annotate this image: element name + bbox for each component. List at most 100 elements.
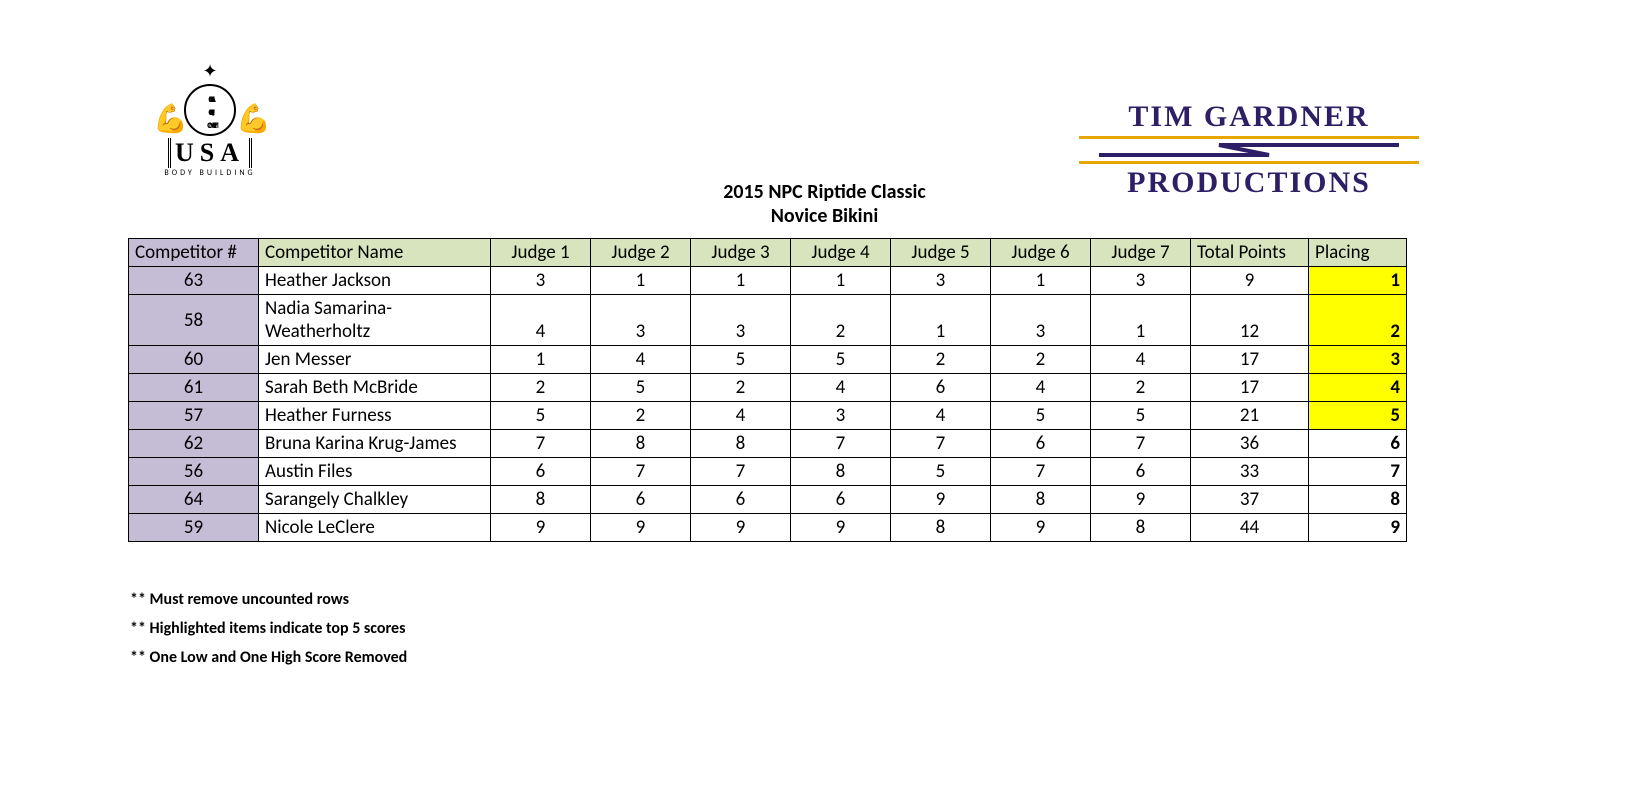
cell-competitor-num: 62 (129, 430, 259, 458)
cell-judge-score: 9 (491, 514, 591, 542)
cell-judge-score: 3 (791, 402, 891, 430)
cell-judge-score: 9 (791, 514, 891, 542)
cell-judge-score: 2 (591, 402, 691, 430)
cell-placing: 3 (1309, 346, 1407, 374)
cell-judge-score: 9 (1091, 486, 1191, 514)
cell-placing: 5 (1309, 402, 1407, 430)
cell-competitor-num: 63 (129, 267, 259, 295)
cell-judge-score: 8 (791, 458, 891, 486)
cell-placing: 1 (1309, 267, 1407, 295)
cell-judge-score: 3 (991, 295, 1091, 346)
cell-competitor-num: 57 (129, 402, 259, 430)
cell-judge-score: 1 (591, 267, 691, 295)
npc-usa-logo: ✦ 💪NATIONALPHYSIQUECOMMITTEE💪 USA BODY B… (130, 60, 290, 178)
cell-judge-score: 4 (591, 346, 691, 374)
cell-judge-score: 7 (1091, 430, 1191, 458)
col-competitor-name: Competitor Name (259, 239, 491, 267)
footnotes: ** Must remove uncounted rows ** Highlig… (130, 590, 407, 677)
cell-competitor-num: 56 (129, 458, 259, 486)
cell-judge-score: 8 (591, 430, 691, 458)
cell-total-points: 21 (1191, 402, 1309, 430)
cell-judge-score: 8 (1091, 514, 1191, 542)
cell-judge-score: 1 (791, 267, 891, 295)
cell-judge-score: 3 (691, 295, 791, 346)
cell-judge-score: 4 (791, 374, 891, 402)
cell-total-points: 36 (1191, 430, 1309, 458)
cell-judge-score: 6 (491, 458, 591, 486)
cell-competitor-name: Sarangely Chalkley (259, 486, 491, 514)
cell-judge-score: 1 (491, 346, 591, 374)
cell-competitor-num: 59 (129, 514, 259, 542)
cell-total-points: 33 (1191, 458, 1309, 486)
table-header-row: Competitor # Competitor Name Judge 1 Jud… (129, 239, 1407, 267)
cell-judge-score: 9 (591, 514, 691, 542)
cell-judge-score: 3 (891, 267, 991, 295)
cell-competitor-num: 64 (129, 486, 259, 514)
cell-competitor-name: Sarah Beth McBride (259, 374, 491, 402)
cell-competitor-num: 60 (129, 346, 259, 374)
cell-judge-score: 2 (791, 295, 891, 346)
cell-placing: 4 (1309, 374, 1407, 402)
cell-judge-score: 5 (591, 374, 691, 402)
cell-judge-score: 9 (691, 514, 791, 542)
table-row: 62Bruna Karina Krug-James7887767366 (129, 430, 1407, 458)
table-row: 59Nicole LeClere9999898449 (129, 514, 1407, 542)
cell-judge-score: 4 (491, 295, 591, 346)
col-placing: Placing (1309, 239, 1407, 267)
cell-competitor-name: Nicole LeClere (259, 514, 491, 542)
cell-judge-score: 8 (691, 430, 791, 458)
table-row: 63Heather Jackson311131391 (129, 267, 1407, 295)
cell-judge-score: 7 (991, 458, 1091, 486)
table-row: 64Sarangely Chalkley8666989378 (129, 486, 1407, 514)
cell-judge-score: 1 (991, 267, 1091, 295)
cell-judge-score: 3 (1091, 267, 1191, 295)
cell-total-points: 9 (1191, 267, 1309, 295)
cell-judge-score: 8 (991, 486, 1091, 514)
cell-judge-score: 6 (891, 374, 991, 402)
cell-judge-score: 5 (791, 346, 891, 374)
table-row: 60Jen Messer1455224173 (129, 346, 1407, 374)
cell-judge-score: 3 (491, 267, 591, 295)
cell-competitor-num: 58 (129, 295, 259, 346)
cell-judge-score: 5 (1091, 402, 1191, 430)
cell-judge-score: 7 (591, 458, 691, 486)
lightning-bolt-icon (1089, 141, 1409, 161)
footnote-2: ** Highlighted items indicate top 5 scor… (130, 619, 407, 638)
cell-judge-score: 7 (891, 430, 991, 458)
cell-judge-score: 1 (891, 295, 991, 346)
cell-judge-score: 6 (1091, 458, 1191, 486)
cell-total-points: 12 (1191, 295, 1309, 346)
cell-judge-score: 6 (791, 486, 891, 514)
cell-placing: 2 (1309, 295, 1407, 346)
cell-judge-score: 2 (891, 346, 991, 374)
table-row: 58Nadia Samarina-Weatherholtz4332131122 (129, 295, 1407, 346)
col-total-points: Total Points (1191, 239, 1309, 267)
footnote-3: ** One Low and One High Score Removed (130, 648, 407, 667)
cell-placing: 8 (1309, 486, 1407, 514)
table-row: 57Heather Furness5243455215 (129, 402, 1407, 430)
cell-judge-score: 2 (991, 346, 1091, 374)
cell-judge-score: 1 (1091, 295, 1191, 346)
col-judge-6: Judge 6 (991, 239, 1091, 267)
cell-placing: 6 (1309, 430, 1407, 458)
cell-judge-score: 8 (491, 486, 591, 514)
cell-total-points: 37 (1191, 486, 1309, 514)
cell-judge-score: 4 (691, 402, 791, 430)
cell-judge-score: 8 (891, 514, 991, 542)
cell-judge-score: 5 (991, 402, 1091, 430)
cell-judge-score: 9 (891, 486, 991, 514)
cell-total-points: 17 (1191, 374, 1309, 402)
cell-judge-score: 6 (991, 430, 1091, 458)
cell-judge-score: 2 (1091, 374, 1191, 402)
cell-total-points: 17 (1191, 346, 1309, 374)
cell-placing: 7 (1309, 458, 1407, 486)
cell-competitor-name: Jen Messer (259, 346, 491, 374)
cell-judge-score: 4 (1091, 346, 1191, 374)
cell-competitor-name: Nadia Samarina-Weatherholtz (259, 295, 491, 346)
cell-judge-score: 7 (691, 458, 791, 486)
col-judge-2: Judge 2 (591, 239, 691, 267)
score-table: Competitor # Competitor Name Judge 1 Jud… (128, 238, 1407, 542)
cell-competitor-num: 61 (129, 374, 259, 402)
cell-judge-score: 2 (691, 374, 791, 402)
cell-judge-score: 5 (691, 346, 791, 374)
